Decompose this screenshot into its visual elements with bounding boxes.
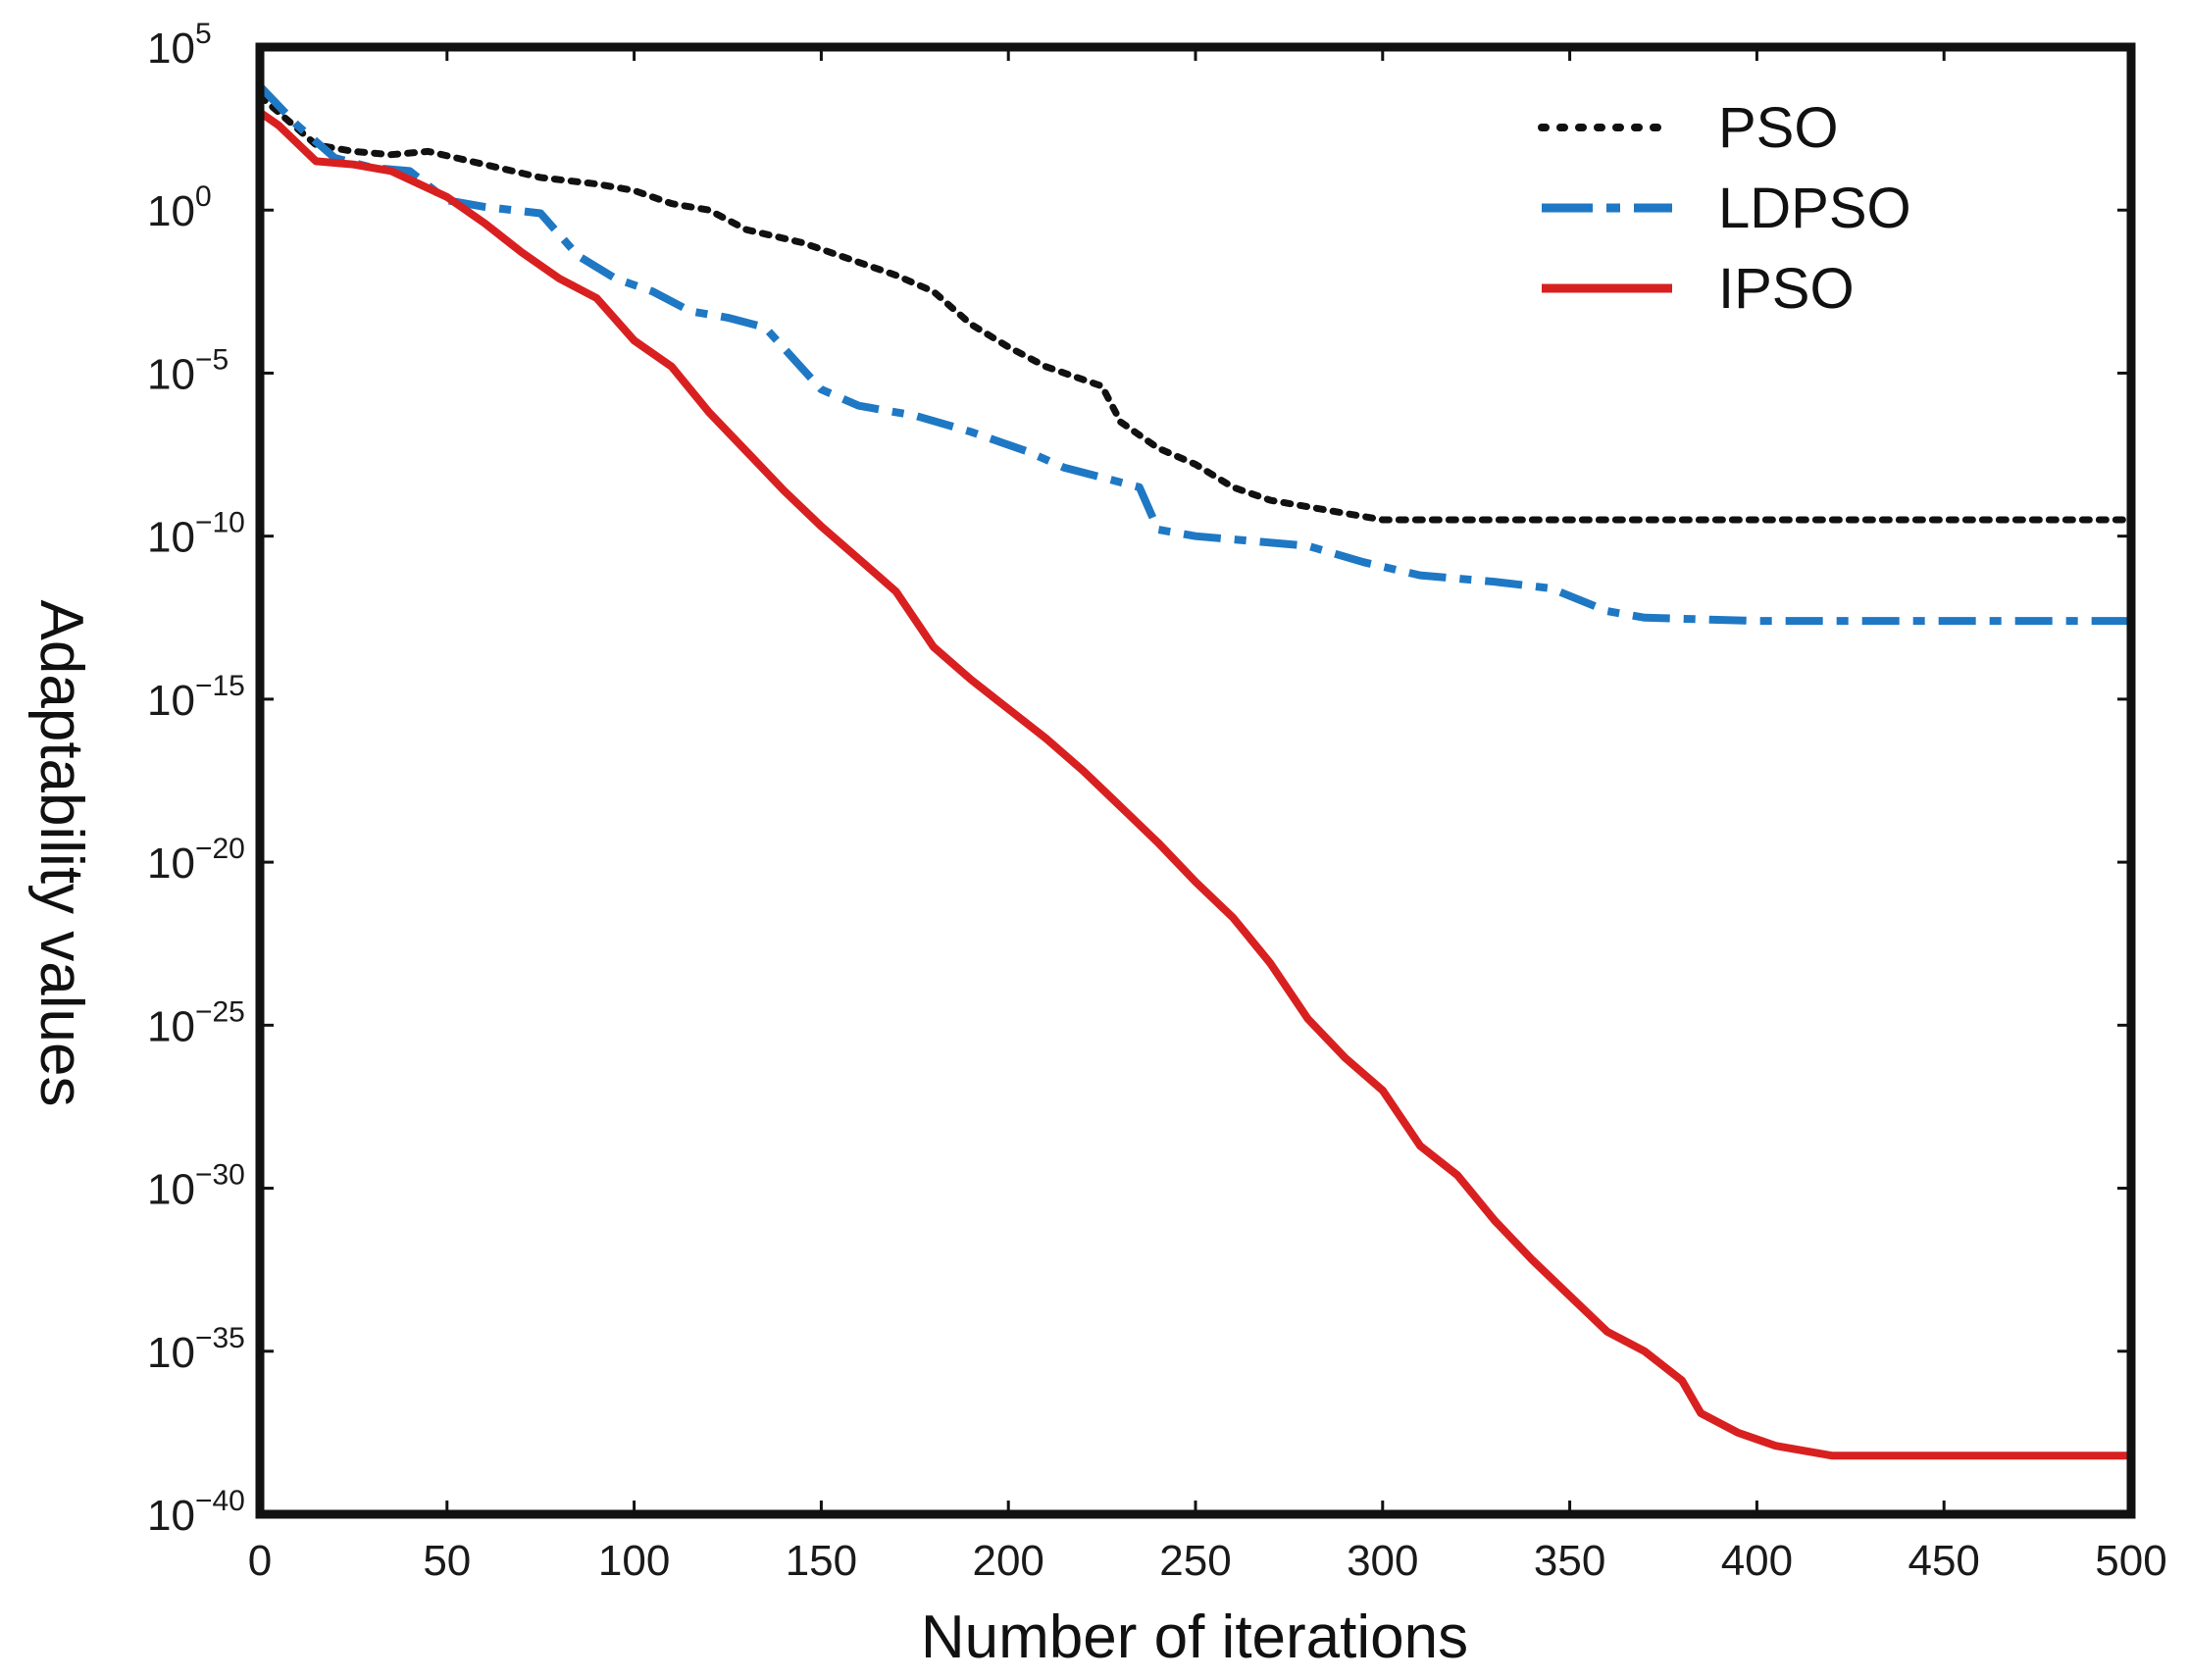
y-tick-exponent: 0	[195, 180, 212, 213]
x-tick-label: 400	[1721, 1537, 1793, 1585]
y-tick-label: 100	[147, 180, 212, 235]
y-tick-base: 10	[147, 187, 195, 235]
y-tick-exponent: −25	[195, 995, 245, 1028]
y-axis-title: Adaptability values	[27, 600, 95, 1107]
y-tick-base: 10	[147, 1002, 195, 1050]
y-tick-label: 10−35	[147, 1322, 245, 1377]
x-tick-label: 50	[423, 1537, 471, 1585]
legend-label-ldpso: LDPSO	[1718, 177, 1911, 240]
y-tick-label: 10−20	[147, 833, 245, 888]
series-line-pso	[256, 92, 2135, 524]
y-tick-exponent: −35	[195, 1322, 245, 1354]
y-tick-exponent: −10	[195, 507, 245, 539]
y-tick-exponent: −40	[195, 1485, 245, 1517]
y-tick-exponent: −5	[195, 343, 229, 376]
x-tick-label: 100	[598, 1537, 670, 1585]
y-tick-label: 10−15	[147, 670, 245, 725]
x-tick-label: 200	[972, 1537, 1043, 1585]
y-tick-label: 10−30	[147, 1159, 245, 1214]
y-tick-label: 10−5	[147, 343, 229, 398]
legend-label-pso: PSO	[1718, 96, 1839, 160]
series-layer	[256, 83, 2135, 1460]
series-line-ldpso	[257, 83, 2131, 626]
y-tick-exponent: −20	[195, 833, 245, 865]
y-tick-base: 10	[147, 1492, 195, 1540]
x-tick-label: 300	[1347, 1537, 1418, 1585]
x-tick-label: 150	[786, 1537, 857, 1585]
x-tick-label: 500	[2095, 1537, 2166, 1585]
legend: PSO LDPSO IPSO	[1538, 96, 1911, 321]
y-tick-exponent: 5	[195, 18, 212, 50]
x-axis-ticks: 0 50 100 150 200 250 300 350 400 450 500	[248, 47, 2167, 1585]
x-tick-label: 0	[248, 1537, 272, 1585]
x-tick-label: 450	[1908, 1537, 1979, 1585]
y-tick-base: 10	[147, 1166, 195, 1214]
y-tick-base: 10	[147, 350, 195, 398]
x-tick-label: 250	[1159, 1537, 1231, 1585]
series-line-ipso	[257, 109, 2131, 1460]
y-tick-label: 10−25	[147, 995, 245, 1050]
y-tick-base: 10	[147, 1329, 195, 1377]
y-tick-base: 10	[147, 677, 195, 725]
y-tick-label: 10−40	[147, 1485, 245, 1540]
y-tick-exponent: −30	[195, 1159, 245, 1192]
x-axis-title: Number of iterations	[921, 1604, 1468, 1671]
y-tick-label: 105	[147, 18, 212, 73]
legend-label-ipso: IPSO	[1718, 257, 1855, 321]
y-tick-base: 10	[147, 25, 195, 73]
y-tick-base: 10	[147, 514, 195, 562]
x-tick-label: 350	[1534, 1537, 1605, 1585]
y-tick-label: 10−10	[147, 507, 245, 562]
y-axis-ticks: 10510010−510−1010−1510−2010−2510−3010−35…	[147, 18, 2131, 1540]
y-tick-base: 10	[147, 840, 195, 888]
y-tick-exponent: −15	[195, 670, 245, 702]
